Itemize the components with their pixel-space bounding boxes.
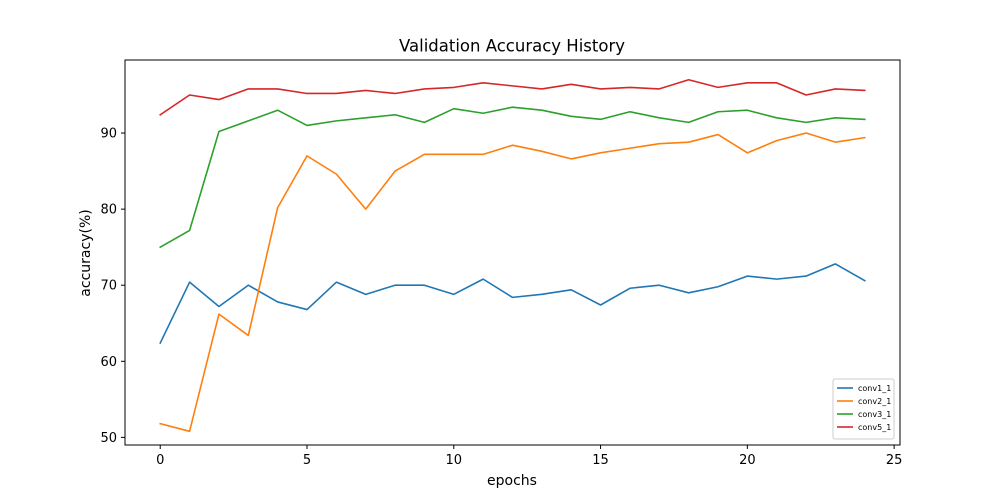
plot-frame [124,59,901,446]
series-line-conv3_1 [159,106,866,249]
y-tick-label: 60 [100,355,117,370]
legend-label-conv2_1: conv2_1 [858,397,891,406]
y-tick-label: 80 [100,203,117,218]
y-tick-label: 50 [100,431,117,446]
legend: conv1_1 conv2_1 conv3_1 conv5_1 [832,378,895,440]
y-tick-label: 70 [100,279,117,294]
legend-label-conv1_1: conv1_1 [858,384,891,393]
series-line-conv5_1 [159,78,866,116]
x-tick-label: 10 [446,453,463,468]
series-line-conv2_1 [159,132,866,433]
y-tick-label: 90 [100,127,117,142]
x-tick-label: 20 [739,453,756,468]
chart-title: Validation Accuracy History [399,37,625,56]
y-axis-label: accuracy(%) [78,209,94,296]
x-axis-label: epochs [487,473,537,489]
x-tick-label: 5 [303,453,311,468]
legend-box [832,378,895,440]
axes: 0 5 10 15 20 25 50 60 70 80 90 [100,127,902,468]
legend-label-conv5_1: conv5_1 [858,423,891,432]
legend-label-conv3_1: conv3_1 [858,410,891,419]
plot-area [159,78,866,433]
x-tick-label: 0 [156,453,164,468]
x-tick-label: 15 [592,453,609,468]
series-line-conv1_1 [159,263,866,345]
x-tick-label: 25 [886,453,903,468]
